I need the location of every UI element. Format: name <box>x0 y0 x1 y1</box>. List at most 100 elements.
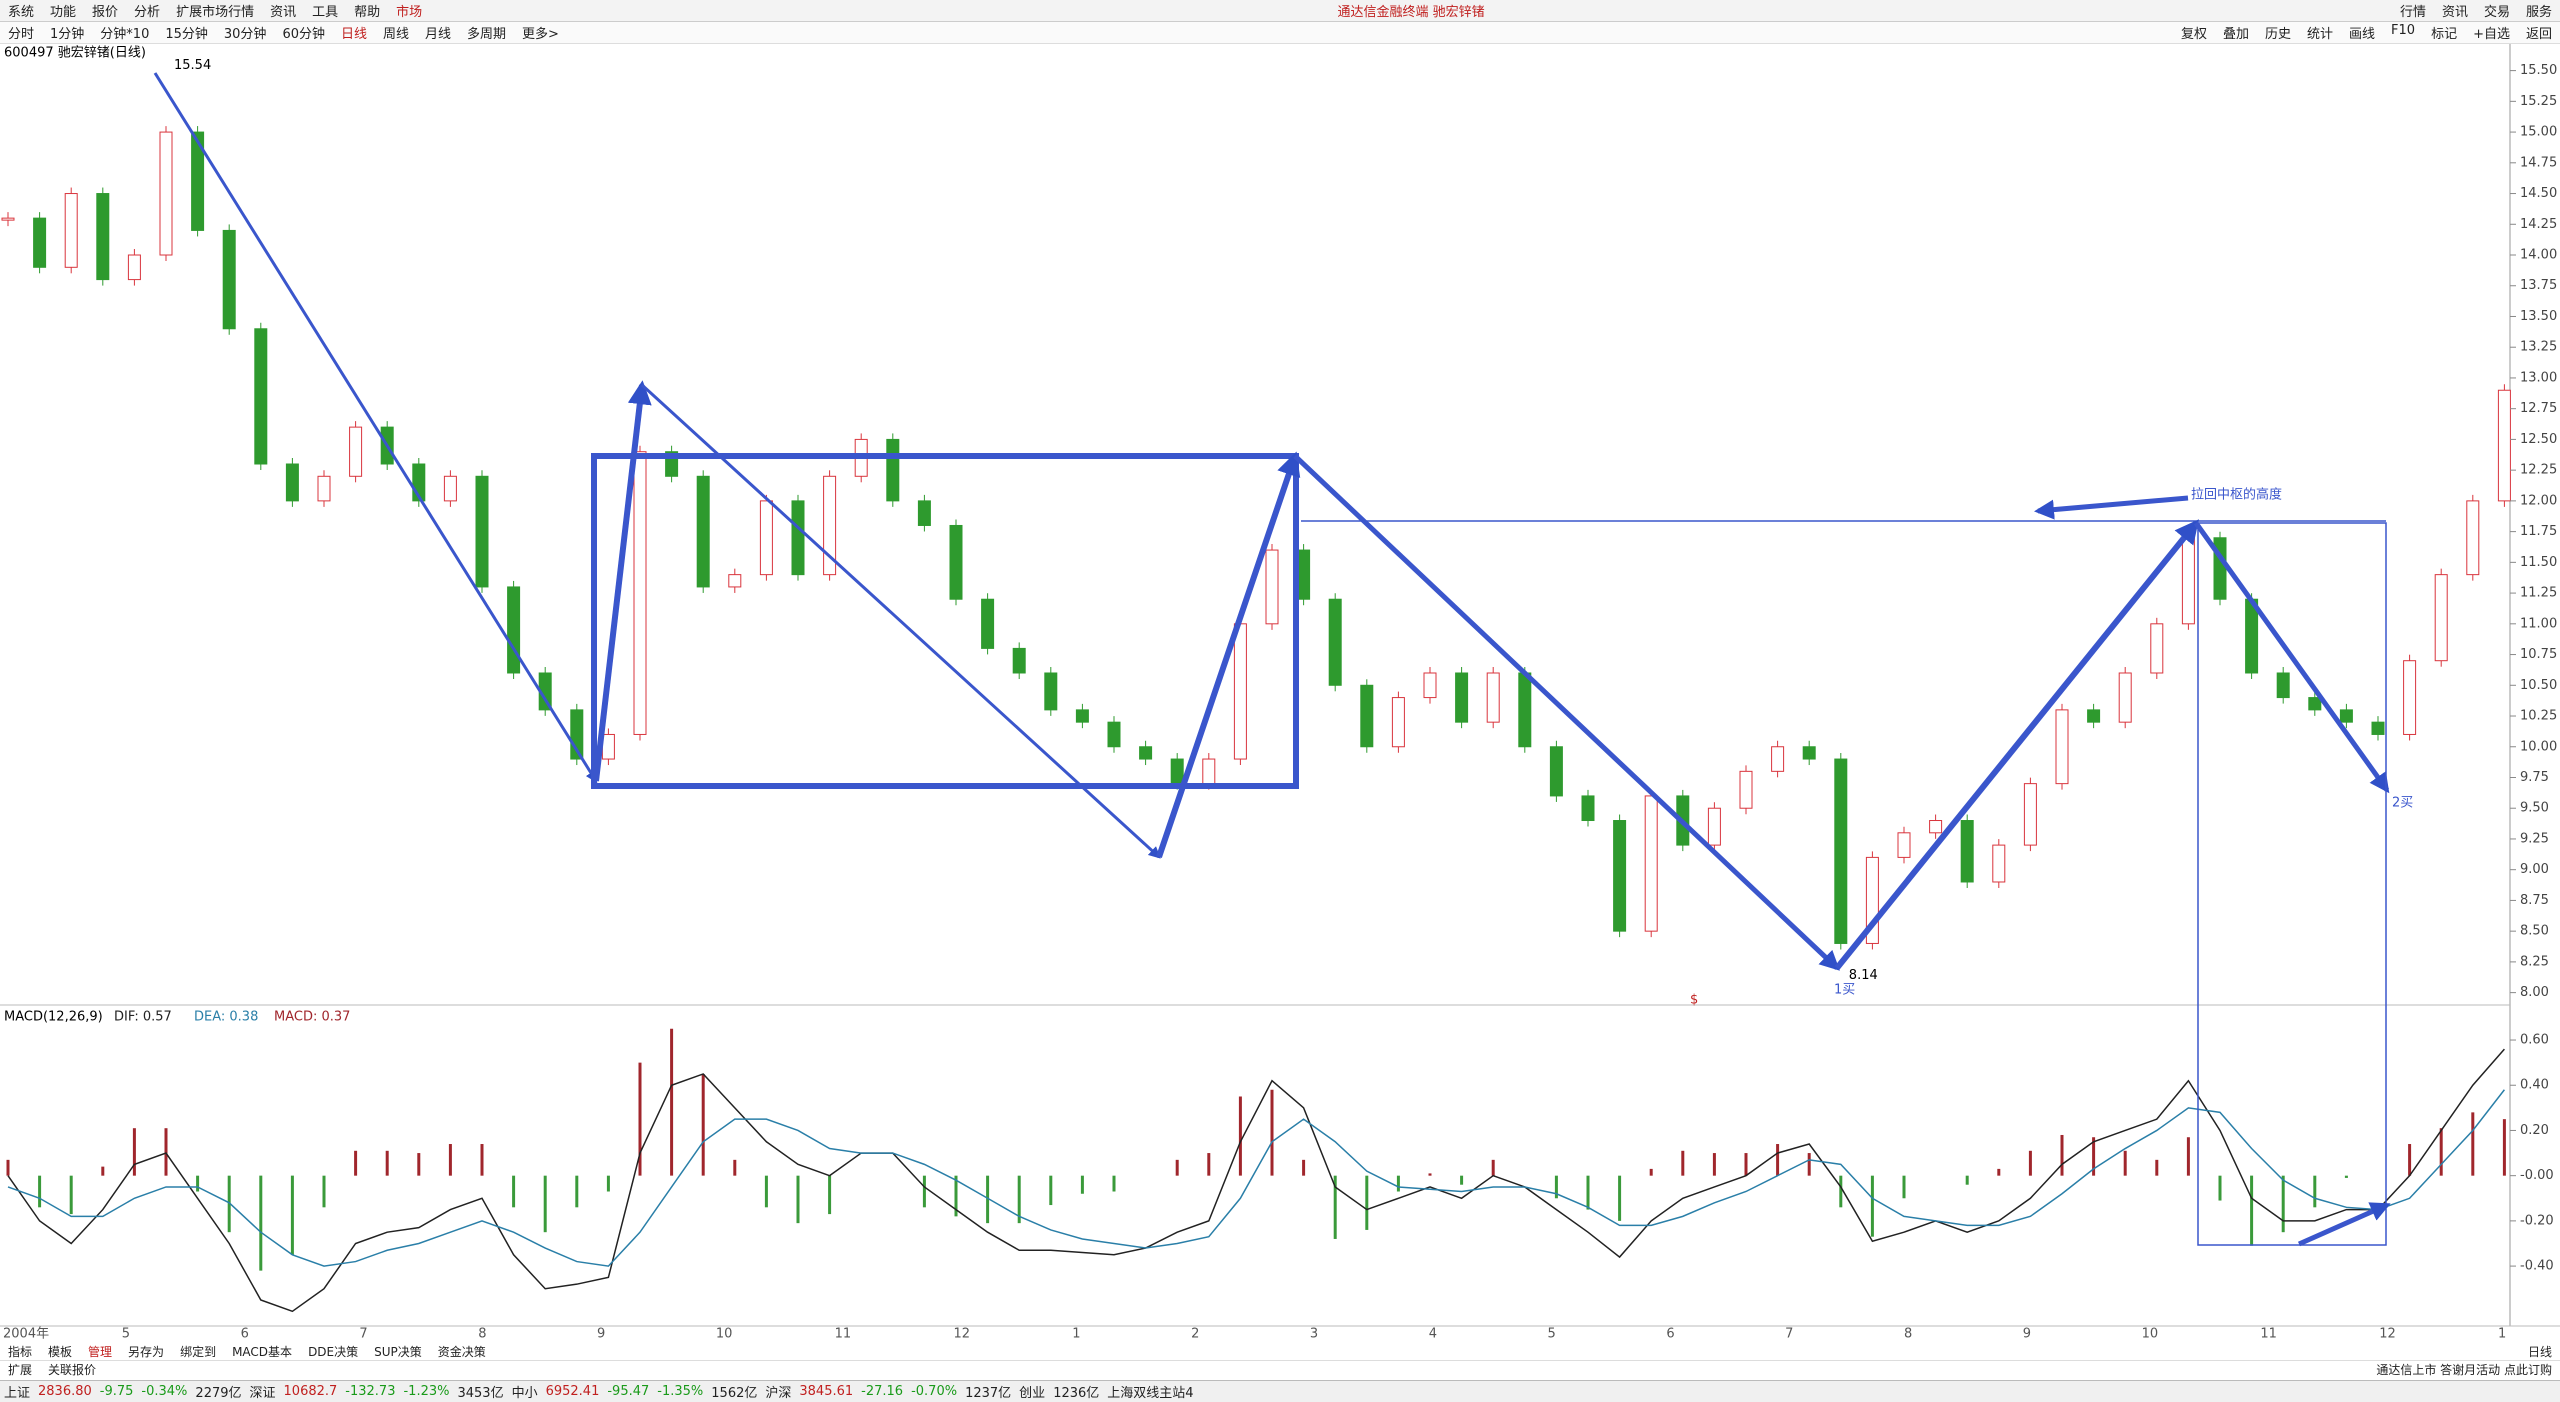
tab[interactable]: 绑定到 <box>180 1344 217 1359</box>
candle <box>1423 672 1437 699</box>
period-button[interactable]: 分时 <box>8 27 35 42</box>
drawn-box <box>2197 522 2387 1246</box>
candle <box>1044 672 1058 711</box>
x-tick-label: 12 <box>953 1327 970 1342</box>
x-tick-label: 10 <box>716 1327 733 1342</box>
menu-item[interactable]: 功能 <box>50 5 77 20</box>
tab[interactable]: 另存为 <box>128 1344 165 1359</box>
menu-item[interactable]: 资讯 <box>270 5 297 20</box>
x-tick-label: 2004年 <box>3 1327 49 1342</box>
period-tab[interactable]: 日线 <box>2527 1344 2552 1359</box>
x-tick-label: 5 <box>122 1327 130 1342</box>
tab[interactable]: 管理 <box>88 1344 113 1359</box>
candle <box>633 451 647 735</box>
y-tick-label: 0.60 <box>2520 1033 2549 1048</box>
y-tick-label: 9.50 <box>2520 801 2549 816</box>
menu-item[interactable]: 工具 <box>312 5 339 20</box>
x-tick-label: 8 <box>478 1327 486 1342</box>
menu-item[interactable]: 服务 <box>2525 5 2552 20</box>
tool-button[interactable]: 标记 <box>2431 27 2458 42</box>
tool-button[interactable]: +自选 <box>2473 27 2510 42</box>
candle <box>1 217 15 221</box>
menu-item[interactable]: 分析 <box>134 5 161 20</box>
candle <box>1581 795 1595 822</box>
annotation: 2买 <box>2392 796 2413 811</box>
tab[interactable]: DDE决策 <box>308 1344 359 1359</box>
candle <box>949 524 963 600</box>
candle <box>254 328 268 465</box>
tool-button[interactable]: 历史 <box>2264 27 2291 42</box>
menu-item[interactable]: 帮助 <box>354 5 381 20</box>
tab[interactable]: 扩展 <box>8 1363 33 1377</box>
tab[interactable]: 资金决策 <box>437 1344 486 1359</box>
period-button[interactable]: 日线 <box>340 27 367 42</box>
candle <box>1897 832 1911 858</box>
drawn-arrow <box>1156 451 1301 858</box>
tool-button[interactable]: 叠加 <box>2222 27 2249 42</box>
candle <box>349 426 363 477</box>
period-button[interactable]: 60分钟 <box>282 27 325 42</box>
candle <box>1960 820 1974 883</box>
tab[interactable]: SUP决策 <box>374 1344 422 1359</box>
period-button[interactable]: 周线 <box>383 27 410 42</box>
menu-item[interactable]: 资讯 <box>2441 5 2468 20</box>
candle <box>475 475 489 588</box>
candle <box>1834 758 1848 944</box>
candle <box>1455 672 1469 723</box>
status-item: 10682.7 <box>283 1384 338 1399</box>
period-button[interactable]: 多周期 <box>467 27 507 42</box>
x-tick-label: 10 <box>2142 1327 2159 1342</box>
period-button[interactable]: 1分钟 <box>50 27 85 42</box>
x-tick-label: 1 <box>1072 1327 1080 1342</box>
tab[interactable]: 关联报价 <box>48 1363 97 1377</box>
indicator-tabs: 指标 模板 管理 另存为 绑定到 MACD基本 DDE决策 SUP决策 资金决策 日线 <box>0 1342 2560 1360</box>
candle <box>507 586 521 674</box>
candle <box>1613 820 1627 932</box>
menu-item[interactable]: 报价 <box>92 5 119 20</box>
y-tick-label: 11.25 <box>2520 586 2557 601</box>
status-item: 沪深 <box>765 1386 792 1401</box>
period-button[interactable]: 更多> <box>522 27 559 42</box>
y-tick-label: 13.50 <box>2520 309 2557 324</box>
candle <box>823 475 837 576</box>
candle <box>1771 746 1785 772</box>
menu-item[interactable]: 行情 <box>2399 5 2426 20</box>
menu-item[interactable]: 交易 <box>2483 5 2510 20</box>
high-label: 15.54 <box>174 58 211 73</box>
tab[interactable]: 指标 <box>8 1344 33 1359</box>
annotation: 拉回中枢的高度 <box>2191 487 2282 503</box>
y-tick-label: 14.50 <box>2520 186 2557 201</box>
candle <box>2339 709 2353 723</box>
x-tick-label: 6 <box>241 1327 249 1342</box>
period-button[interactable]: 月线 <box>425 27 452 42</box>
y-tick-label: 15.00 <box>2520 125 2557 140</box>
candle <box>2403 660 2417 735</box>
y-tick-label: 11.00 <box>2520 616 2557 631</box>
legend: MACD(12,26,9) <box>4 1010 103 1025</box>
status-item: 深证 <box>249 1386 276 1401</box>
tool-button[interactable]: F10 <box>2391 23 2416 38</box>
tab[interactable]: 模板 <box>48 1344 73 1359</box>
period-button[interactable]: 30分钟 <box>223 27 267 42</box>
menu-item[interactable]: 系统 <box>8 5 35 20</box>
tool-button[interactable]: 画线 <box>2349 27 2376 42</box>
y-tick-label: 8.00 <box>2520 985 2549 1000</box>
candle <box>1707 807 1721 846</box>
promo[interactable]: 通达信上市 答谢月活动 点此订购 <box>2376 1363 2552 1377</box>
status-item: 3453亿 <box>457 1386 504 1401</box>
tool-button[interactable]: 返回 <box>2525 27 2552 42</box>
periods: 分时 1分钟 分钟*10 15分钟 30分钟 60分钟 日线 周线 月线 多周期 更多> <box>0 23 2173 42</box>
x-tick-label: 9 <box>2023 1327 2031 1342</box>
tool-button[interactable]: 统计 <box>2307 27 2334 42</box>
status-item: 1562亿 <box>711 1386 758 1401</box>
candle <box>2181 537 2195 625</box>
candle <box>1929 820 1943 834</box>
menu-item[interactable]: 扩展市场行情 <box>176 5 255 20</box>
tab[interactable]: MACD基本 <box>232 1344 293 1359</box>
tool-button[interactable]: 复权 <box>2180 27 2207 42</box>
candle <box>33 217 47 268</box>
menu-item[interactable]: 市场 <box>396 5 423 20</box>
period-button[interactable]: 分钟*10 <box>100 27 150 42</box>
period-button[interactable]: 15分钟 <box>165 27 208 42</box>
